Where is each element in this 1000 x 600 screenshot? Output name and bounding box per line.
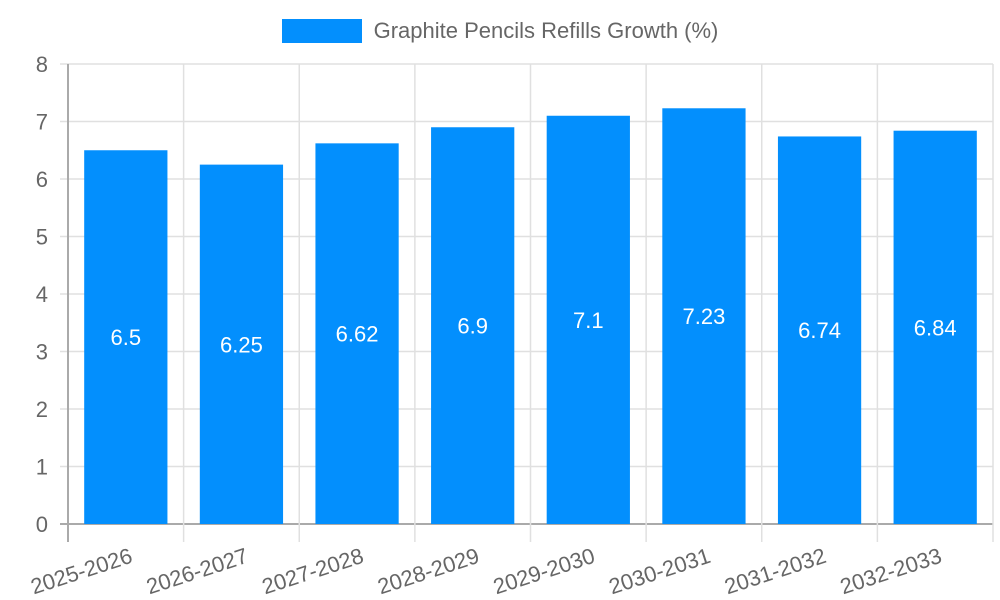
- x-tick-label: 2027-2028: [259, 543, 367, 599]
- bar-2030-2031[interactable]: [662, 108, 746, 525]
- bar-value-label: 6.84: [914, 315, 957, 340]
- bar-2031-2032[interactable]: [777, 136, 862, 524]
- y-tick-label: 4: [36, 282, 48, 307]
- y-tick-label: 7: [36, 110, 48, 135]
- x-tick-label: 2028-2029: [374, 543, 482, 599]
- bar-2027-2028[interactable]: [315, 143, 399, 524]
- x-tick-label: 2026-2027: [143, 543, 251, 599]
- x-tick-label: 2032-2033: [837, 543, 945, 599]
- bar-value-label: 6.5: [111, 325, 142, 350]
- x-tick-label: 2031-2032: [721, 543, 829, 599]
- y-tick-label: 2: [36, 397, 48, 422]
- bar-2025-2026[interactable]: [84, 150, 168, 524]
- bar-value-label: 6.62: [336, 322, 379, 347]
- y-tick-label: 3: [36, 340, 48, 365]
- bar-value-label: 7.1: [573, 308, 604, 333]
- bar-2026-2027[interactable]: [199, 164, 284, 524]
- y-tick-label: 5: [36, 225, 48, 250]
- bar-value-label: 6.25: [220, 332, 263, 357]
- x-tick-label: 2025-2026: [28, 543, 136, 599]
- bar-value-label: 6.9: [457, 314, 488, 339]
- y-tick-label: 1: [36, 455, 48, 480]
- y-tick-label: 0: [36, 512, 48, 537]
- bar-2029-2030[interactable]: [546, 115, 630, 524]
- chart-legend: Graphite Pencils Refills Growth (%): [0, 18, 1000, 44]
- x-tick-label: 2030-2031: [606, 543, 714, 599]
- legend-label[interactable]: Graphite Pencils Refills Growth (%): [373, 18, 719, 43]
- legend-swatch[interactable]: [281, 19, 362, 43]
- x-tick-label: 2029-2030: [490, 543, 598, 599]
- bar-2028-2029[interactable]: [431, 127, 515, 524]
- bar-value-label: 7.23: [683, 304, 726, 329]
- y-tick-label: 8: [36, 52, 48, 77]
- y-tick-label: 6: [36, 167, 48, 192]
- bar-2032-2033[interactable]: [893, 130, 977, 524]
- bar-value-label: 6.74: [798, 318, 841, 343]
